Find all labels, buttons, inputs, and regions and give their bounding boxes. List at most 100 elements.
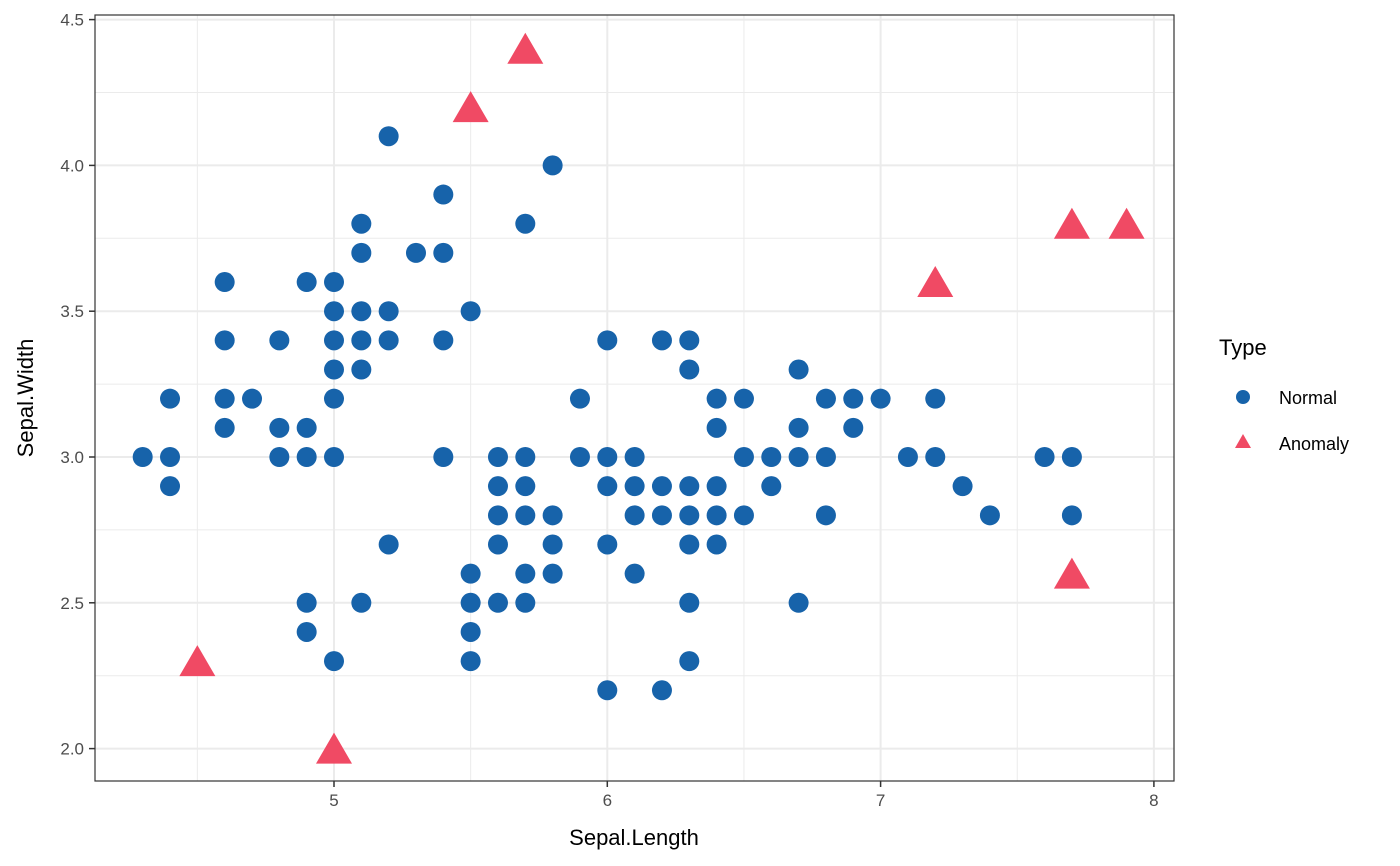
normal-point [679,592,700,613]
normal-point [788,447,809,467]
normal-point [925,388,946,409]
normal-point [542,155,563,176]
normal-point [324,330,344,351]
normal-point [324,651,344,672]
x-axis: 5 6 7 8 [329,781,1159,810]
normal-point [515,447,536,467]
normal-point [815,447,836,467]
normal-point [815,388,836,409]
normal-point [515,592,536,613]
normal-point [433,184,454,205]
anomaly-points [179,32,1145,764]
normal-points [132,126,1082,701]
normal-point [761,447,782,467]
anomaly-point [316,732,352,764]
normal-point [624,476,645,497]
normal-point [651,680,672,701]
normal-point [815,505,836,526]
anomaly-point [1108,207,1145,239]
normal-point [733,388,754,409]
normal-point [515,563,536,584]
normal-point [378,330,399,351]
normal-point [925,447,946,467]
normal-point [351,330,372,351]
normal-point [569,388,590,409]
normal-point [324,359,344,380]
normal-point [160,388,181,409]
normal-point [460,621,481,642]
normal-point [433,242,454,263]
normal-point [597,476,618,497]
anomaly-point [1053,207,1090,239]
normal-point [515,213,536,234]
normal-point [487,447,508,467]
normal-point [788,359,809,380]
normal-point [952,476,973,497]
normal-point [788,417,809,438]
anomaly-point [1053,557,1090,589]
normal-point [651,330,672,351]
legend-anomaly-label: Anomaly [1279,434,1349,454]
normal-point [296,447,317,467]
normal-point [679,476,700,497]
normal-point [324,388,344,409]
normal-point [460,651,481,672]
normal-point [487,476,508,497]
normal-point [132,447,153,467]
y-tick-label: 2.0 [60,740,84,759]
x-tick-label: 6 [603,791,612,810]
normal-point [405,242,426,263]
anomaly-point [452,91,489,123]
normal-point [296,417,317,438]
y-axis: 2.0 2.5 3.0 3.5 4.0 4.5 [60,11,95,759]
normal-point [433,330,454,351]
x-axis-title: Sepal.Length [569,825,699,850]
y-tick-label: 3.0 [60,448,84,467]
normal-point [651,476,672,497]
normal-point [843,388,864,409]
normal-point [542,505,563,526]
panel-border [94,14,1175,782]
normal-point [296,592,317,613]
normal-point [1061,447,1082,467]
legend-normal-icon [1236,390,1250,404]
normal-point [897,447,918,467]
y-tick-label: 2.5 [60,594,84,613]
normal-point [733,505,754,526]
anomaly-point [917,266,954,298]
normal-point [597,680,618,701]
normal-point [679,505,700,526]
normal-point [542,534,563,555]
minor-gridlines [95,15,1174,781]
normal-point [269,417,290,438]
legend-title: Type [1219,335,1267,360]
x-tick-label: 5 [329,791,338,810]
normal-point [460,592,481,613]
major-gridlines [95,15,1174,781]
normal-point [378,126,399,147]
normal-point [1034,447,1055,467]
legend-normal-label: Normal [1279,388,1337,408]
normal-point [706,476,727,497]
normal-point [679,330,700,351]
normal-point [706,505,727,526]
normal-point [324,272,344,293]
normal-point [870,388,891,409]
normal-point [351,359,372,380]
normal-point [679,359,700,380]
x-tick-label: 7 [876,791,885,810]
anomaly-point [179,645,216,677]
normal-point [624,447,645,467]
normal-point [706,534,727,555]
normal-point [597,447,618,467]
normal-point [378,301,399,322]
normal-point [515,476,536,497]
normal-point [487,592,508,613]
anomaly-point [507,32,544,64]
normal-point [515,505,536,526]
normal-point [433,447,454,467]
normal-point [487,505,508,526]
normal-point [979,505,1000,526]
y-tick-label: 3.5 [60,302,84,321]
normal-point [214,330,235,351]
